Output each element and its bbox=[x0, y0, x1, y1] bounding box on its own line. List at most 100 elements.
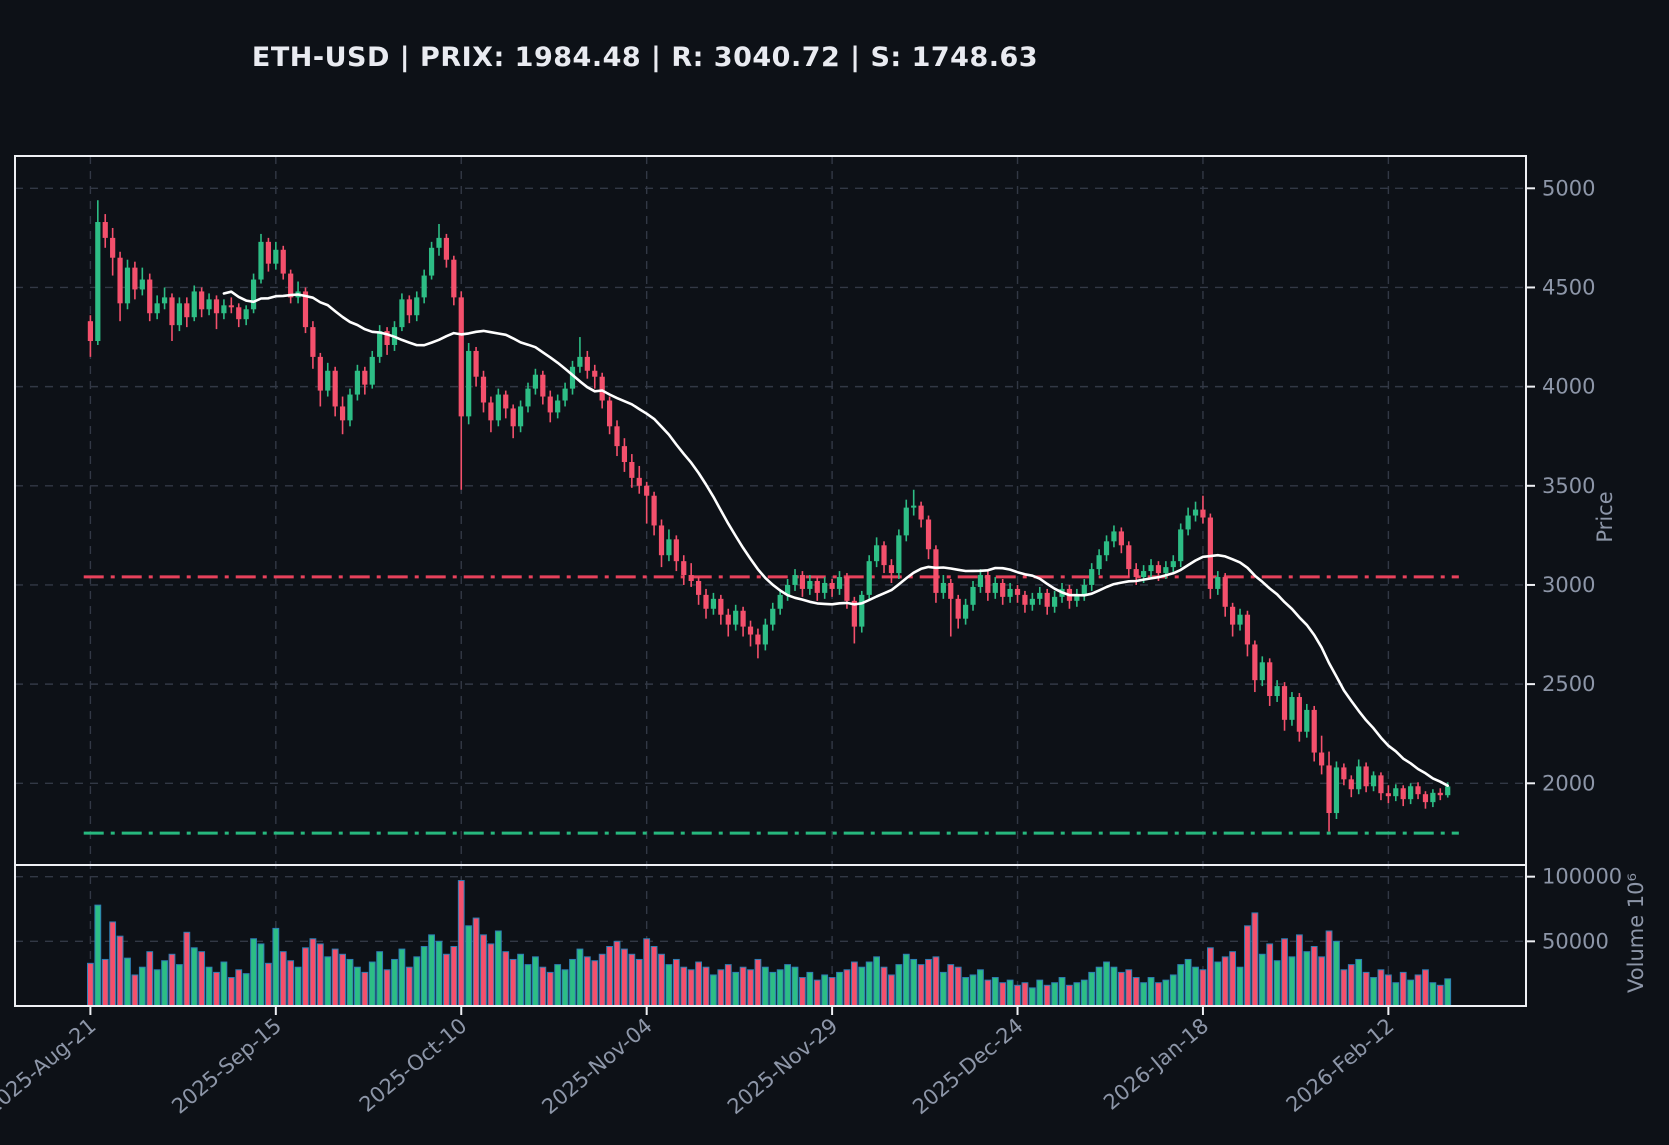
candle-body bbox=[1385, 793, 1391, 797]
candle-body bbox=[718, 598, 724, 615]
volume-bar bbox=[138, 966, 146, 1007]
candle-body bbox=[681, 561, 687, 576]
volume-bar bbox=[265, 962, 272, 1007]
volume-bar bbox=[465, 925, 473, 1007]
volume-tick-label: 50000 bbox=[1542, 929, 1609, 953]
candle-body bbox=[510, 408, 516, 427]
candle-body bbox=[933, 549, 939, 593]
candle-body bbox=[436, 237, 442, 248]
candle-body bbox=[176, 303, 183, 326]
candle-body bbox=[1230, 606, 1236, 625]
candle-body bbox=[354, 370, 361, 395]
candle-body bbox=[644, 485, 650, 496]
volume-bar bbox=[413, 956, 421, 1007]
candle-body bbox=[777, 594, 783, 609]
candle-body bbox=[658, 525, 665, 556]
volume-bar bbox=[272, 927, 280, 1007]
candle-body bbox=[1356, 766, 1362, 790]
volume-bar bbox=[1206, 947, 1214, 1007]
volume-tick-label: 100000 bbox=[1542, 865, 1622, 889]
volume-bar bbox=[457, 880, 465, 1007]
candle-body bbox=[925, 519, 932, 550]
candle-body bbox=[970, 586, 976, 605]
candle-body bbox=[911, 505, 917, 508]
volume-bar bbox=[717, 969, 725, 1007]
candle-body bbox=[1319, 752, 1325, 766]
volume-bar bbox=[1162, 979, 1170, 1007]
volume-bar bbox=[1140, 982, 1148, 1007]
candle-body bbox=[369, 356, 375, 385]
candle-body bbox=[1022, 594, 1028, 605]
candle-body bbox=[547, 396, 553, 413]
candle-body bbox=[1126, 545, 1132, 570]
candle-body bbox=[851, 600, 857, 627]
volume-bar bbox=[806, 971, 814, 1007]
volume-bar bbox=[583, 956, 591, 1007]
date-tick-label: 2025-Dec-24 bbox=[908, 1013, 1028, 1119]
chart-title: ETH-USD | PRIX: 1984.48 | R: 3040.72 | S… bbox=[251, 42, 1039, 73]
volume-bar bbox=[198, 951, 206, 1007]
candle-body bbox=[844, 577, 850, 601]
candle-body bbox=[1052, 596, 1058, 607]
price-panel-frame bbox=[14, 155, 1527, 866]
volume-bar bbox=[161, 960, 168, 1007]
volume-bar bbox=[1169, 974, 1177, 1007]
volume-bar bbox=[962, 977, 970, 1007]
volume-bar bbox=[487, 943, 495, 1007]
candle-body bbox=[814, 580, 820, 593]
volume-bar bbox=[316, 943, 324, 1007]
volume-bar bbox=[1117, 971, 1125, 1007]
volume-bar bbox=[87, 962, 94, 1007]
volume-bar bbox=[235, 969, 243, 1007]
volume-bar bbox=[428, 934, 435, 1007]
price-tick-label: 4000 bbox=[1542, 375, 1595, 399]
candle-body bbox=[265, 241, 272, 264]
volume-bar bbox=[420, 946, 428, 1007]
candle-body bbox=[822, 582, 828, 593]
candle-body bbox=[1148, 565, 1154, 572]
volume-bar bbox=[1080, 979, 1088, 1007]
candle-body bbox=[1326, 765, 1332, 814]
candle-body bbox=[95, 222, 101, 342]
volume-bar bbox=[539, 966, 547, 1007]
volume-bar bbox=[287, 960, 295, 1007]
volume-bar bbox=[354, 966, 361, 1007]
candle-body bbox=[540, 374, 546, 397]
candle-body bbox=[310, 327, 316, 357]
candle-body bbox=[228, 305, 234, 308]
volume-bar bbox=[1340, 969, 1348, 1007]
volume-bar bbox=[1295, 934, 1303, 1007]
candle-body bbox=[1348, 779, 1354, 790]
volume-bar bbox=[828, 977, 836, 1007]
volume-bar bbox=[1088, 971, 1096, 1007]
candle-body bbox=[688, 575, 694, 581]
candle-body bbox=[273, 249, 279, 264]
candle-body bbox=[243, 309, 249, 320]
price-tick-label: 4500 bbox=[1542, 275, 1595, 299]
date-tick-label: 2026-Feb-12 bbox=[1282, 1013, 1399, 1117]
candle-body bbox=[703, 594, 709, 609]
volume-bar bbox=[1184, 958, 1192, 1007]
volume-bar bbox=[687, 969, 695, 1007]
date-tick-label: 2026-Jan-18 bbox=[1099, 1013, 1213, 1114]
candle-body bbox=[666, 539, 672, 556]
candle-body bbox=[918, 505, 924, 520]
volume-bar bbox=[1347, 964, 1355, 1007]
candle-body bbox=[963, 604, 969, 619]
candle-body bbox=[762, 624, 768, 645]
candle-body bbox=[747, 626, 754, 635]
candle-body bbox=[1133, 569, 1139, 578]
volume-axis-title: Volume 10⁶ bbox=[1624, 873, 1648, 993]
candle-body bbox=[1341, 767, 1347, 780]
candle-body bbox=[503, 394, 509, 409]
candle-body bbox=[1333, 767, 1340, 814]
candle-body bbox=[1000, 582, 1006, 597]
volume-bar bbox=[917, 964, 925, 1007]
volume-bar bbox=[205, 966, 213, 1007]
volume-bar bbox=[977, 969, 984, 1007]
volume-bar bbox=[1236, 966, 1244, 1007]
volume-bar bbox=[279, 951, 287, 1007]
volume-bar bbox=[739, 966, 747, 1007]
candle-body bbox=[1163, 567, 1169, 574]
